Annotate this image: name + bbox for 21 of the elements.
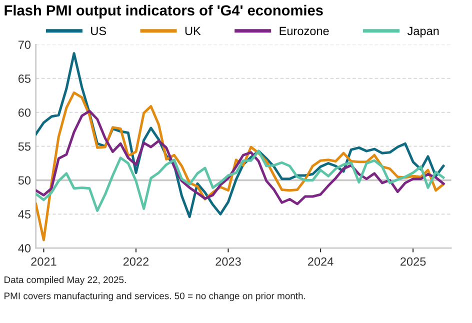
line-series [36,150,445,212]
x-tick-label: 2023 [216,257,241,266]
text: Data compiled May 22, 2025. [4,276,126,285]
text: PMI covers manufacturing and services. 50 = no change on prior month. [4,292,306,302]
x-tick-label: 2021 [31,257,56,266]
legend-label: US [91,26,106,36]
y-tick-label: 45 [18,210,31,219]
y-tick-label: 65 [18,74,31,83]
legend-label: UK [185,26,201,36]
x-tick-label: 2025 [400,257,426,266]
line-series [36,110,445,206]
x-tick-label: 2022 [123,257,149,266]
y-tick-label: 40 [18,244,31,252]
x-tick-label: 2024 [308,257,334,266]
y-tick-label: 60 [18,108,31,117]
y-tick-label: 70 [18,40,31,49]
y-tick-label: 50 [18,176,31,185]
y-tick-label: 55 [18,142,31,151]
legend-label: Eurozone [280,26,329,36]
chart-title: Flash PMI output indicators of 'G4' economies [4,4,323,18]
legend-label: Japan [407,26,439,38]
